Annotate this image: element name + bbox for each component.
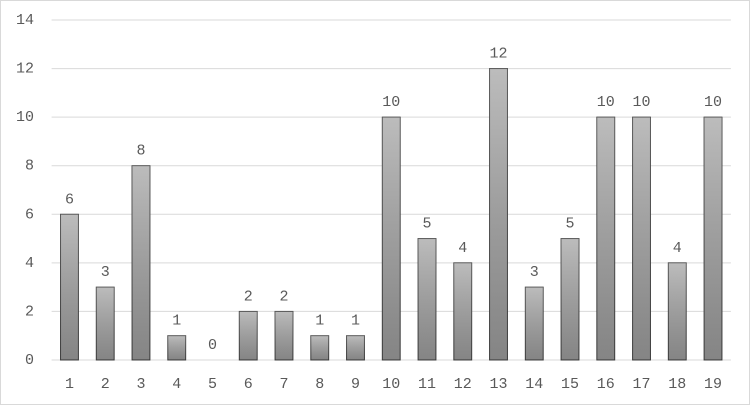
data-label: 2 [279, 288, 288, 305]
data-label: 10 [633, 94, 651, 111]
y-tick-label: 6 [25, 206, 34, 223]
data-label: 6 [65, 191, 74, 208]
bar [632, 116, 651, 361]
bar [167, 335, 187, 361]
data-label: 4 [458, 240, 467, 257]
data-label: 1 [351, 313, 360, 330]
x-tick-label: 15 [561, 376, 579, 393]
bar [381, 116, 401, 361]
bar [346, 335, 365, 361]
data-label: 12 [490, 46, 508, 63]
x-tick-label: 4 [172, 376, 181, 393]
x-tick-label: 6 [244, 376, 253, 393]
data-label: 2 [244, 288, 253, 305]
y-tick-label: 2 [25, 303, 34, 320]
y-tick-label: 12 [16, 61, 34, 78]
bar [60, 213, 79, 361]
data-label: 10 [704, 94, 722, 111]
y-tick-label: 4 [25, 255, 34, 272]
y-tick-label: 14 [16, 12, 34, 29]
data-label: 3 [101, 264, 110, 281]
bar [524, 286, 544, 361]
x-tick-label: 11 [418, 376, 436, 393]
data-label: 8 [136, 143, 145, 160]
data-label: 10 [382, 94, 400, 111]
data-label: 1 [315, 313, 324, 330]
bar [417, 238, 437, 361]
bar [596, 116, 616, 361]
bar [131, 165, 151, 361]
y-tick-label: 8 [25, 158, 34, 175]
data-label: 5 [566, 216, 575, 233]
x-tick-label: 18 [668, 376, 686, 393]
y-tick-label: 0 [25, 352, 34, 369]
bar [95, 286, 115, 361]
y-tick-label: 10 [16, 109, 34, 126]
bar [560, 238, 580, 361]
x-tick-label: 16 [597, 376, 615, 393]
data-label: 3 [530, 264, 539, 281]
bar [489, 68, 508, 361]
x-tick-label: 7 [279, 376, 288, 393]
data-label: 0 [208, 337, 217, 354]
x-tick-label: 17 [633, 376, 651, 393]
x-tick-label: 3 [136, 376, 145, 393]
x-tick-label: 13 [490, 376, 508, 393]
x-tick-label: 2 [101, 376, 110, 393]
x-tick-label: 12 [454, 376, 472, 393]
x-tick-label: 9 [351, 376, 360, 393]
x-tick-label: 1 [65, 376, 74, 393]
x-tick-label: 5 [208, 376, 217, 393]
bar [310, 335, 330, 361]
bar [453, 262, 473, 361]
data-label: 1 [172, 313, 181, 330]
data-label: 4 [673, 240, 682, 257]
data-label: 5 [422, 216, 431, 233]
bar [703, 116, 723, 361]
data-label: 10 [597, 94, 615, 111]
x-tick-label: 10 [382, 376, 400, 393]
x-tick-label: 19 [704, 376, 722, 393]
x-tick-label: 14 [525, 376, 543, 393]
x-tick-label: 8 [315, 376, 324, 393]
bar [238, 310, 258, 361]
bar [274, 310, 294, 361]
bar [667, 262, 687, 361]
